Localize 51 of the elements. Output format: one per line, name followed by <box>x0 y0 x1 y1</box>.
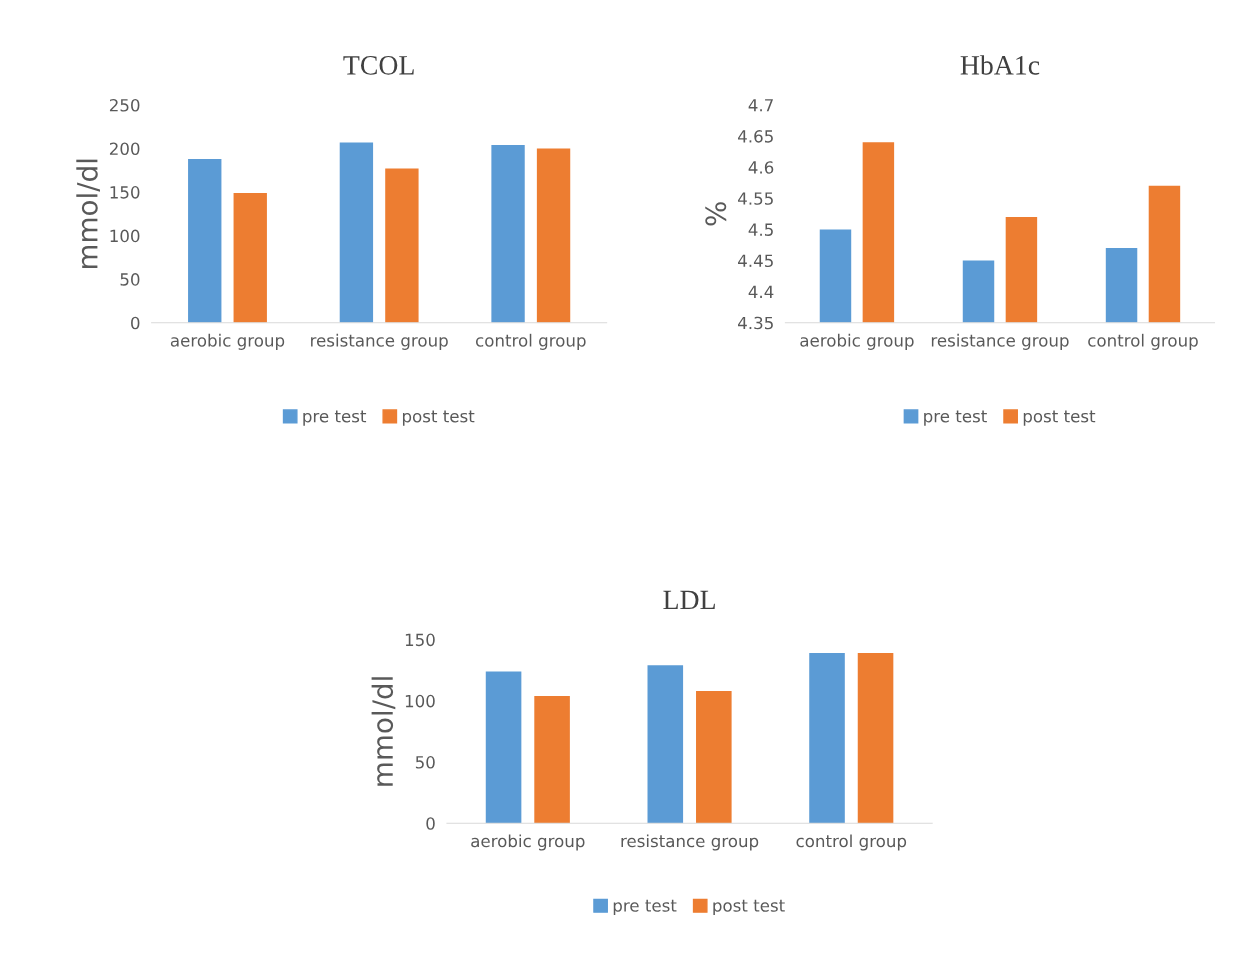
legend-label: post test <box>713 899 785 916</box>
x-tick-label: control group <box>1088 333 1198 350</box>
bar <box>188 158 222 323</box>
legend-label: post test <box>402 410 475 426</box>
bar <box>647 665 684 824</box>
bar <box>857 653 894 824</box>
bar <box>809 653 845 824</box>
y-axis-title: mmol/dl <box>371 677 396 786</box>
y-axis-title: % <box>705 202 727 226</box>
y-tick-label: 150 <box>405 633 435 647</box>
y-tick-label: 100 <box>405 694 435 708</box>
legend-label: pre test <box>924 410 987 426</box>
y-tick-label: 4.55 <box>738 192 773 205</box>
chart-title: HbA1c <box>960 55 1040 75</box>
y-tick-label: 250 <box>109 98 140 112</box>
bar <box>339 142 374 323</box>
y-tick-label: 0 <box>426 817 435 830</box>
bar <box>696 691 732 824</box>
x-tick-label: aerobic group <box>800 333 914 350</box>
y-tick-label: 200 <box>109 142 140 156</box>
y-tick-label: 4.65 <box>738 130 773 143</box>
legend-label: pre test <box>303 410 367 426</box>
x-tick-label: aerobic group <box>471 834 585 851</box>
x-tick-label: aerobic group <box>170 333 285 350</box>
y-tick-label: 4.45 <box>738 254 773 268</box>
y-tick-label: 100 <box>110 229 140 243</box>
x-tick-label: control group <box>796 834 907 851</box>
y-tick-label: 50 <box>120 273 140 286</box>
legend-label: post test <box>1023 410 1096 426</box>
y-tick-label: 4.7 <box>748 99 773 112</box>
bar <box>385 168 419 323</box>
x-tick-label: resistance group <box>311 333 448 350</box>
bar <box>536 148 571 323</box>
x-tick-label: resistance group <box>931 333 1069 350</box>
chart-title: TCOL <box>343 56 414 75</box>
bar <box>534 695 570 824</box>
bar <box>491 145 525 323</box>
x-tick-label: control group <box>476 333 586 350</box>
x-tick-label: resistance group <box>621 834 759 851</box>
y-tick-label: 4.4 <box>748 285 774 298</box>
y-axis-title: mmol/dl <box>76 159 100 269</box>
y-tick-label: 150 <box>110 186 140 199</box>
y-tick-label: 0 <box>131 316 140 330</box>
y-tick-label: 4.35 <box>738 316 773 330</box>
chart-title: LDL <box>663 590 715 610</box>
legend-label: pre test <box>613 899 677 916</box>
y-tick-label: 4.6 <box>748 161 774 174</box>
y-tick-label: 4.5 <box>748 223 773 236</box>
y-tick-label: 50 <box>415 756 435 769</box>
bar <box>233 192 267 323</box>
bar <box>485 671 522 824</box>
